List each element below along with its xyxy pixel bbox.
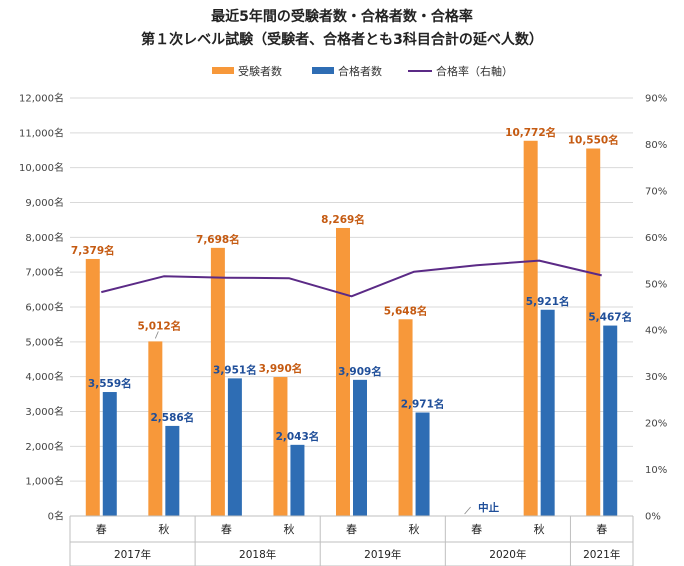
- y-left-tick-label: 5,000名: [25, 335, 64, 348]
- annotation: 中止: [464, 501, 500, 515]
- bar-applicants: [148, 341, 163, 516]
- bar-passers: [415, 412, 430, 516]
- y-left-tick-label: 6,000名: [25, 301, 64, 314]
- data-label-applicants: 8,269名: [321, 213, 365, 226]
- data-label-applicants: 5,012名: [137, 319, 181, 332]
- y-left-tick-label: 9,000名: [25, 196, 64, 209]
- y-left-tick-label: 8,000名: [25, 231, 64, 244]
- legend-swatch-passers: [312, 67, 334, 74]
- bar-applicants: [273, 377, 288, 516]
- x-category-label: 春: [596, 523, 607, 536]
- y-right-tick-label: 10%: [645, 465, 667, 476]
- data-label-passers: 3,559名: [88, 377, 132, 390]
- y-right-tick-label: 50%: [645, 279, 667, 290]
- legend-swatch-applicants: [212, 67, 234, 74]
- bar-passers: [603, 325, 618, 516]
- y-left-tick-label: 0名: [48, 510, 64, 523]
- y-right-tick-label: 40%: [645, 326, 667, 337]
- y-left-tick-label: 11,000名: [19, 126, 64, 139]
- y-right-tick-label: 0%: [645, 512, 661, 523]
- y-right-tick-label: 90%: [645, 94, 667, 105]
- x-category-label: 秋: [158, 522, 169, 536]
- bar-passers: [102, 392, 117, 516]
- annotation-cancelled: 中止: [478, 501, 499, 514]
- bar-applicants: [398, 319, 413, 516]
- y-axis-left: 0名 1,000名 2,000名 3,000名 4,000名 5,000名 6,000名 7,…: [19, 92, 64, 523]
- bar-applicants: [85, 258, 100, 516]
- y-right-tick-label: 30%: [645, 372, 667, 383]
- y-right-tick-label: 80%: [645, 140, 667, 151]
- legend: 受験者数 合格者数 合格率（右軸）: [212, 64, 513, 78]
- legend-label-passers: 合格者数: [338, 64, 382, 78]
- bar-applicants: [210, 247, 225, 516]
- x-year-label: 2018年: [239, 548, 276, 561]
- x-year-label: 2020年: [489, 548, 526, 561]
- y-left-tick-label: 1,000名: [25, 475, 64, 488]
- y-left-tick-label: 2,000名: [25, 440, 64, 453]
- data-label-applicants: 7,379名: [71, 244, 115, 257]
- data-label-applicants: 5,648名: [384, 304, 428, 317]
- y-left-tick-label: 10,000名: [19, 161, 64, 174]
- bar-passers: [165, 425, 180, 516]
- data-label-passers: 2,586名: [150, 411, 194, 424]
- y-left-tick-label: 4,000名: [25, 370, 64, 383]
- legend-label-rate: 合格率（右軸）: [436, 64, 513, 78]
- bar-applicants: [336, 227, 350, 516]
- bar-applicants: [586, 148, 601, 516]
- y-right-tick-label: 60%: [645, 233, 667, 244]
- chart-title-line1: 最近5年間の受験者数・合格者数・合格率: [211, 8, 473, 25]
- label-leader-line: [154, 331, 159, 339]
- x-year-label: 2017年: [114, 548, 151, 561]
- data-label-applicants: 10,772名: [505, 126, 556, 139]
- x-category-label: 春: [221, 523, 232, 536]
- x-year-label: 2021年: [583, 548, 620, 561]
- y-axis-right: 0% 10% 20% 30% 40% 50% 60% 70% 80% 90%: [645, 94, 667, 523]
- x-category-label: 秋: [534, 522, 545, 536]
- x-category-label: 秋: [283, 522, 294, 536]
- x-category-label: 春: [96, 523, 107, 536]
- data-label-passers: 3,909名: [338, 365, 382, 378]
- bars: [85, 140, 618, 516]
- data-label-applicants: 3,990名: [259, 362, 303, 375]
- data-label-applicants: 7,698名: [196, 233, 240, 246]
- data-labels: 7,379名 3,559名 5,012名 2,586名 7,698名 3,951名 3,99…: [71, 126, 632, 443]
- x-category-label: 春: [471, 523, 482, 536]
- y-right-tick-label: 20%: [645, 419, 667, 430]
- data-label-passers: 5,921名: [526, 295, 570, 308]
- data-label-passers: 2,971名: [401, 398, 445, 411]
- bar-passers: [290, 444, 305, 516]
- pass-rate-series: [101, 259, 602, 298]
- pass-rate-line: [101, 259, 602, 298]
- x-category-label: 秋: [409, 522, 420, 536]
- data-label-passers: 5,467名: [588, 311, 632, 324]
- annotation-leader-line: [464, 506, 471, 515]
- x-category-label: 春: [346, 523, 357, 536]
- data-label-applicants: 10,550名: [568, 134, 619, 147]
- x-year-label: 2019年: [364, 548, 401, 561]
- y-left-tick-label: 7,000名: [25, 266, 64, 279]
- y-left-tick-label: 3,000名: [25, 405, 64, 418]
- bar-passers: [540, 309, 555, 516]
- data-label-passers: 3,951名: [213, 363, 257, 376]
- legend-label-applicants: 受験者数: [238, 64, 282, 78]
- gridlines: [70, 97, 633, 517]
- bar-applicants: [523, 140, 538, 516]
- bar-passers: [353, 379, 367, 516]
- y-left-tick-label: 12,000名: [19, 92, 64, 105]
- chart-title-line2: 第１次レベル試験（受験者、合格者とも3科目合計の延べ人数）: [141, 31, 543, 48]
- bar-passers: [227, 378, 242, 516]
- x-axis: 春 秋 春 秋 春 秋 春 秋 春 2017年 2018年 2019年 2020年 2021年: [69, 515, 634, 566]
- y-right-tick-label: 70%: [645, 186, 667, 197]
- data-label-passers: 2,043名: [276, 430, 320, 443]
